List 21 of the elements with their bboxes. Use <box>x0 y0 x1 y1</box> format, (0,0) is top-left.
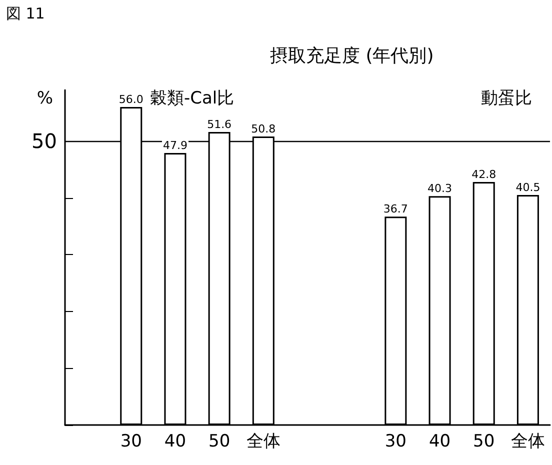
x-tick-label: 30 <box>120 432 142 452</box>
data-label: 40.3 <box>428 182 452 196</box>
data-label: 56.0 <box>118 93 144 106</box>
data-label: 42.8 <box>472 168 496 181</box>
data-label: 40.5 <box>516 181 540 194</box>
data-label: 47.9 <box>162 139 188 152</box>
x-tick-label: 50 <box>208 432 230 452</box>
chart-title: 摂取充足度 (年代別) <box>270 46 434 66</box>
x-tick-label: 50 <box>473 432 495 452</box>
x-tick-label: 40 <box>428 432 451 452</box>
x-tick-label: 30 <box>384 432 406 452</box>
x-tick-label: 全体 <box>510 432 545 452</box>
annotation: 動蛋比 <box>481 88 532 108</box>
y-axis-title: % <box>36 88 53 108</box>
x-tick-label: 40 <box>164 432 186 452</box>
annotation: 穀類-Cal比 <box>150 88 234 108</box>
caption: 図 11 <box>6 4 45 22</box>
data-label: 36.7 <box>383 202 408 216</box>
x-tick-label: 全体 <box>246 432 280 452</box>
data-label: 50.8 <box>251 122 276 136</box>
data-label: 51.6 <box>207 118 232 132</box>
